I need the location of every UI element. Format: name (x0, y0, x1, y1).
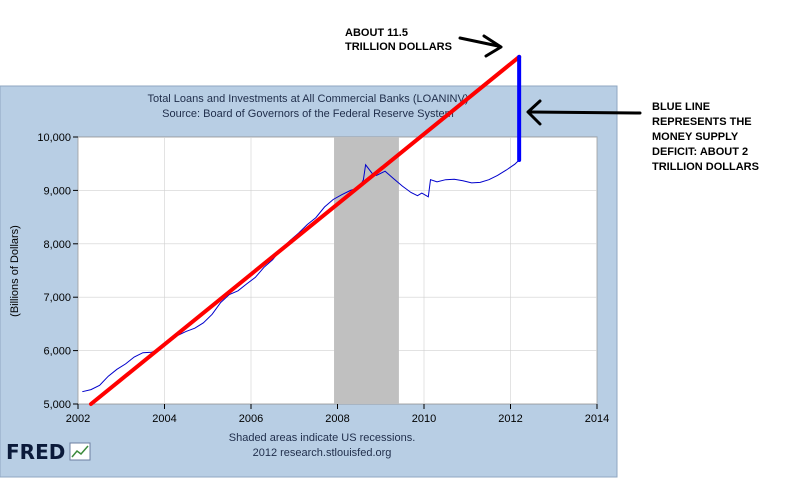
side-annotation-line-1: BLUE LINE (652, 101, 710, 113)
chart-title: Total Loans and Investments at All Comme… (148, 93, 469, 105)
recession-bar (334, 137, 399, 404)
side-annotation-line-4: DEFICIT: ABOUT 2 (652, 146, 748, 158)
trend-line (88, 54, 522, 406)
x-tick-label: 2012 (498, 413, 522, 425)
y-tick-label: 9,000 (43, 185, 71, 197)
side-annotation-line-5: TRILLION DOLLARS (652, 161, 759, 173)
y-axis: 5,000 6,000 7,000 8,000 9,000 10,000 (37, 132, 78, 411)
x-tick-label: 2006 (239, 413, 263, 425)
x-tick-label: 2004 (152, 413, 176, 425)
x-tick-label: 2008 (325, 413, 349, 425)
fred-logo: FRED (6, 440, 91, 464)
footer-source: 2012 research.stlouisfed.org (253, 447, 392, 459)
y-tick-label: 10,000 (37, 132, 71, 144)
y-tick-label: 7,000 (43, 292, 71, 304)
side-annotation-line-3: MONEY SUPPLY (652, 131, 739, 143)
side-annotation-line-2: REPRESENTS THE (652, 116, 752, 128)
fred-logo-text: FRED (6, 440, 65, 464)
top-annotation-line-1: ABOUT 11.5 (345, 27, 408, 39)
x-tick-label: 2002 (66, 413, 90, 425)
fred-logo-chart-icon (69, 442, 91, 461)
x-axis: 2002 2004 2006 2008 2010 2012 2014 (66, 404, 609, 425)
footer-recession-note: Shaded areas indicate US recessions. (229, 432, 416, 444)
chart-subtitle: Source: Board of Governors of the Federa… (162, 108, 454, 120)
annotation-lines (88, 54, 522, 406)
top-annotation-line-2: TRILLION DOLLARS (345, 41, 452, 53)
y-tick-label: 8,000 (43, 239, 71, 251)
arrow-side-icon (526, 99, 642, 126)
y-axis-label: (Billions of Dollars) (9, 225, 21, 317)
x-tick-label: 2010 (412, 413, 436, 425)
recession-shading (334, 137, 399, 404)
y-tick-label: 6,000 (43, 346, 71, 358)
x-tick-label: 2014 (585, 413, 609, 425)
arrow-top-icon (458, 34, 503, 58)
y-tick-label: 5,000 (43, 399, 71, 411)
